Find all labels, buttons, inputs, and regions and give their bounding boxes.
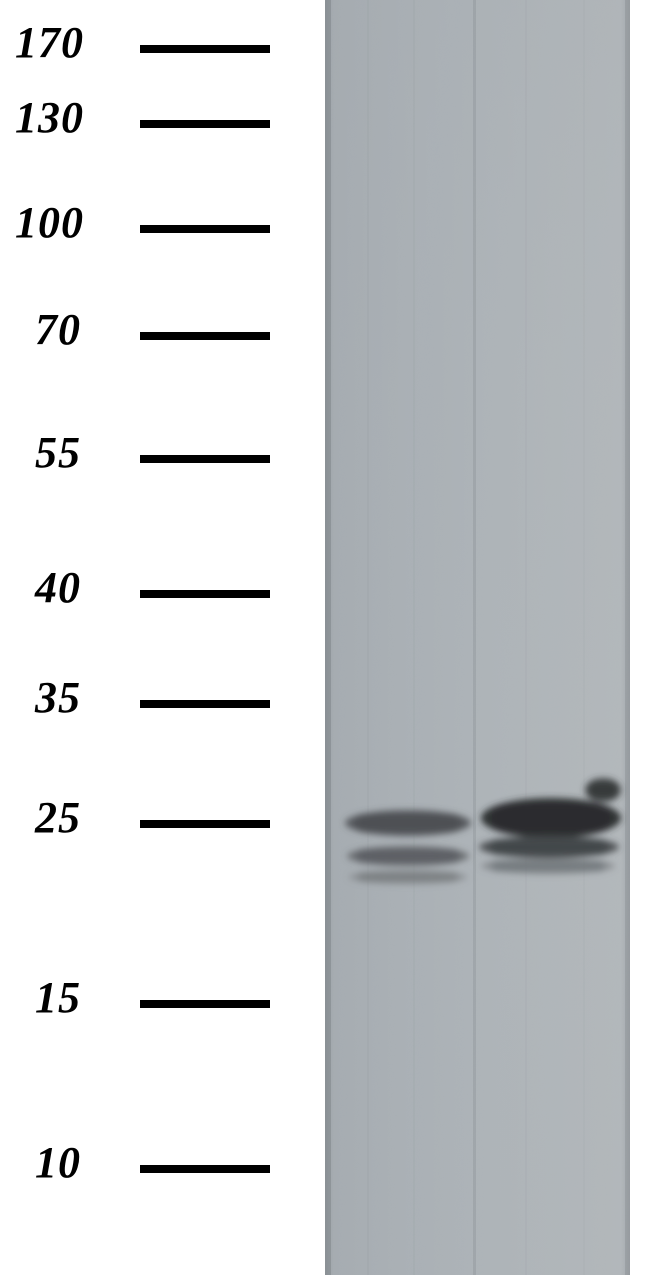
marker-label-35: 35 [35, 672, 81, 723]
marker-tick-130 [140, 120, 270, 128]
marker-label-40: 40 [35, 562, 81, 613]
blot-membrane [325, 0, 630, 1275]
marker-tick-40 [140, 590, 270, 598]
marker-tick-70 [140, 332, 270, 340]
marker-tick-55 [140, 455, 270, 463]
marker-tick-35 [140, 700, 270, 708]
marker-label-170: 170 [15, 17, 84, 68]
marker-label-15: 15 [35, 972, 81, 1023]
marker-label-10: 10 [35, 1137, 81, 1188]
marker-label-55: 55 [35, 427, 81, 478]
marker-tick-10 [140, 1165, 270, 1173]
marker-label-100: 100 [15, 197, 84, 248]
marker-tick-15 [140, 1000, 270, 1008]
blot-background [325, 0, 630, 1275]
molecular-weight-ladder: 170 130 100 70 55 40 35 25 15 10 [0, 0, 320, 1275]
western-blot-figure: 170 130 100 70 55 40 35 25 15 10 [0, 0, 650, 1275]
lane-divider [473, 0, 476, 1275]
marker-tick-25 [140, 820, 270, 828]
marker-tick-100 [140, 225, 270, 233]
marker-label-70: 70 [35, 304, 81, 355]
marker-label-130: 130 [15, 92, 84, 143]
marker-label-25: 25 [35, 792, 81, 843]
marker-tick-170 [140, 45, 270, 53]
